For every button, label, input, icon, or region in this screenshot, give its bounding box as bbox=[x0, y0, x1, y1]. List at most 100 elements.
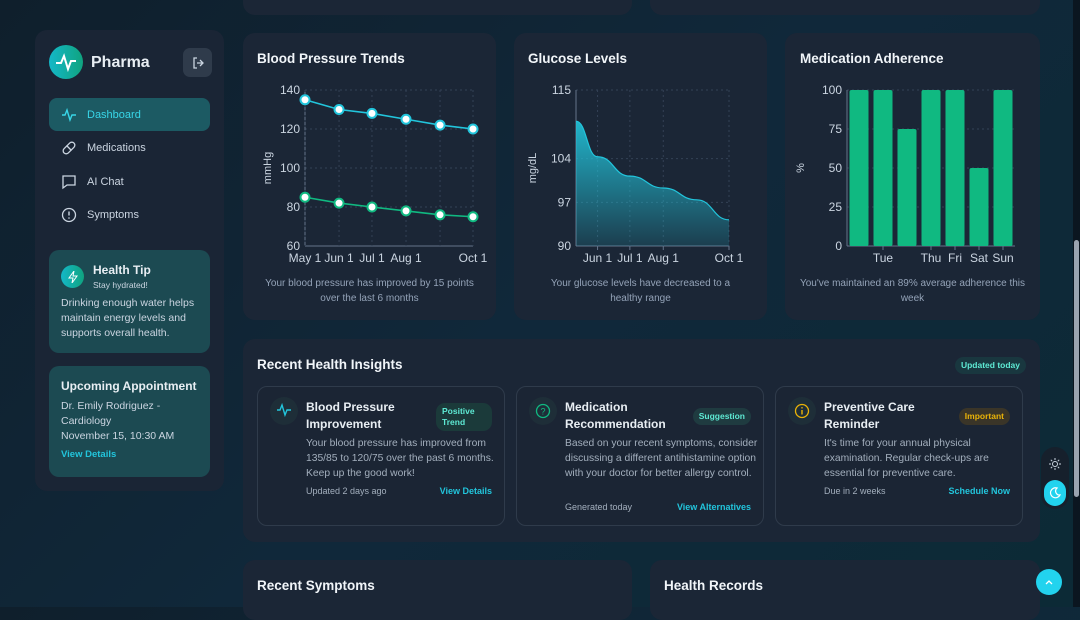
insight-text: Based on your recent symptoms, consider … bbox=[565, 438, 758, 479]
chat-icon bbox=[62, 174, 76, 189]
y-tick-label: 90 bbox=[558, 239, 572, 253]
y-tick-label: 97 bbox=[558, 195, 572, 209]
tip-title: Health Tip bbox=[93, 263, 151, 277]
light-mode-button[interactable] bbox=[1045, 451, 1065, 476]
y-tick-label: 0 bbox=[835, 239, 842, 253]
sidebar-item-symptoms[interactable]: Symptoms bbox=[49, 198, 210, 231]
bar bbox=[921, 90, 941, 246]
glucose-chart-card: Glucose Levels 90 97 104 115 mg/dL Jun 1 Jul 1… bbox=[514, 33, 767, 320]
glucose-area bbox=[576, 121, 729, 246]
x-tick-label: Jun 1 bbox=[324, 251, 354, 265]
x-tick-label: May 1 bbox=[289, 251, 322, 265]
logout-button[interactable] bbox=[183, 48, 212, 77]
adherence-chart-title: Medication Adherence bbox=[800, 51, 944, 66]
x-tick-label: Aug 1 bbox=[648, 251, 680, 265]
data-point bbox=[434, 209, 446, 221]
data-point bbox=[434, 119, 446, 131]
dark-mode-button[interactable] bbox=[1044, 480, 1066, 506]
sidebar-item-label: Dashboard bbox=[87, 108, 141, 121]
svg-text:?: ? bbox=[540, 407, 545, 417]
x-tick-label: Sat bbox=[970, 251, 989, 265]
y-tick-label: 140 bbox=[280, 83, 300, 97]
y-tick-label: 60 bbox=[287, 239, 301, 253]
bp-chart-caption: Your blood pressure has improved by 15 p… bbox=[265, 278, 474, 304]
insight-card: ? Medication Recommendation Suggestion B… bbox=[516, 386, 764, 526]
bp-chart-title: Blood Pressure Trends bbox=[257, 51, 405, 66]
glucose-chart: 90 97 104 115 mg/dL Jun 1 Jul 1 Aug 1 Oct 1 bbox=[527, 83, 744, 265]
insight-meta: Generated today bbox=[565, 502, 633, 512]
bar bbox=[993, 90, 1013, 246]
insight-title: Preventive Care Reminder bbox=[824, 400, 915, 431]
logout-icon bbox=[192, 56, 204, 69]
insight-badge: Suggestion bbox=[692, 408, 751, 425]
logo-icon bbox=[49, 45, 83, 79]
scrollbar-thumb[interactable] bbox=[1074, 240, 1079, 497]
activity-icon bbox=[270, 397, 298, 425]
series-line-0 bbox=[304, 98, 474, 130]
sidebar-item-dashboard[interactable]: Dashboard bbox=[49, 98, 210, 131]
data-point bbox=[400, 205, 412, 217]
sun-icon bbox=[1049, 457, 1061, 470]
recent-symptoms-title: Recent Symptoms bbox=[257, 578, 375, 593]
question-circle-icon: ? bbox=[529, 397, 557, 425]
insights-section: Recent Health Insights Updated today Blo… bbox=[243, 339, 1040, 542]
data-point bbox=[299, 191, 311, 203]
insight-badge: Positive Trend bbox=[436, 403, 492, 431]
y-axis-label: mmHg bbox=[262, 152, 274, 184]
sidebar-item-label: AI Chat bbox=[87, 175, 124, 188]
chevron-up-icon bbox=[1045, 580, 1053, 585]
adherence-chart-card: Medication Adherence 0 25 50 75 100% Tue Thu Fr… bbox=[785, 33, 1040, 320]
y-tick-label: 80 bbox=[287, 200, 301, 214]
bp-chart-card: Blood Pressure Trends 60 80 100 120 140 mmHg M… bbox=[243, 33, 496, 320]
appointment-time: November 15, 10:30 AM bbox=[61, 430, 175, 442]
tip-subtitle: Stay hydrated! bbox=[93, 280, 148, 290]
pill-icon bbox=[62, 141, 76, 154]
top-card-right bbox=[650, 0, 1040, 15]
scrollbar[interactable] bbox=[1073, 0, 1080, 607]
insight-text: It's time for your annual physical exami… bbox=[824, 438, 989, 479]
adherence-chart: 0 25 50 75 100% Tue Thu Fri Sat Sun bbox=[795, 83, 1015, 265]
bar bbox=[897, 129, 917, 246]
view-details-link[interactable]: View Details bbox=[61, 449, 117, 460]
glucose-chart-caption: Your glucose levels have decreased to a … bbox=[550, 278, 731, 304]
y-tick-label: 75 bbox=[829, 122, 843, 136]
insight-action-link[interactable]: View Alternatives bbox=[676, 502, 751, 512]
x-tick-label: Jul 1 bbox=[359, 251, 385, 265]
activity-icon bbox=[62, 107, 76, 122]
sidebar-item-medications[interactable]: Medications bbox=[49, 131, 210, 164]
y-tick-label: 115 bbox=[552, 83, 571, 97]
y-tick-label: 25 bbox=[829, 200, 843, 214]
sidebar-item-ai-chat[interactable]: AI Chat bbox=[49, 165, 210, 198]
y-axis-label: mg/dL bbox=[527, 153, 539, 184]
x-tick-label: Oct 1 bbox=[459, 251, 488, 265]
health-records-title: Health Records bbox=[664, 578, 764, 593]
insight-text: Your blood pressure has improved from 13… bbox=[306, 438, 494, 479]
x-tick-label: Thu bbox=[921, 251, 942, 265]
data-point bbox=[366, 201, 378, 213]
insight-card: Blood Pressure Improvement Positive Tren… bbox=[257, 386, 505, 526]
glucose-line bbox=[575, 120, 730, 221]
updated-badge: Updated today bbox=[954, 357, 1026, 374]
bar bbox=[849, 90, 869, 246]
bp-chart: 60 80 100 120 140 mmHg May 1 Jun 1 Jul 1 Aug 1 Oct… bbox=[262, 83, 488, 265]
data-point bbox=[299, 94, 311, 106]
appointment-doctor: Dr. Emily Rodriguez - Cardiology bbox=[61, 400, 161, 427]
insight-action-link[interactable]: Schedule Now bbox=[948, 486, 1010, 496]
health-records-card: Health Records bbox=[650, 560, 1040, 620]
adherence-chart-caption: You've maintained an 89% average adheren… bbox=[799, 278, 1026, 304]
theme-toggle bbox=[1041, 447, 1069, 509]
x-tick-label: Sun bbox=[992, 251, 1013, 265]
bar bbox=[969, 168, 989, 246]
appointment-card: Upcoming Appointment Dr. Emily Rodriguez… bbox=[49, 366, 210, 477]
lightning-icon bbox=[61, 265, 84, 288]
y-axis-label: % bbox=[795, 163, 807, 173]
top-card-left bbox=[243, 0, 632, 15]
y-tick-label: 104 bbox=[551, 152, 571, 166]
x-tick-label: Oct 1 bbox=[715, 251, 744, 265]
data-point bbox=[467, 123, 479, 135]
bar bbox=[945, 90, 965, 246]
glucose-chart-title: Glucose Levels bbox=[528, 51, 628, 66]
insight-action-link[interactable]: View Details bbox=[439, 486, 492, 496]
scroll-to-top-button[interactable] bbox=[1036, 569, 1062, 595]
tip-text: Drinking enough water helps maintain ene… bbox=[61, 297, 195, 339]
